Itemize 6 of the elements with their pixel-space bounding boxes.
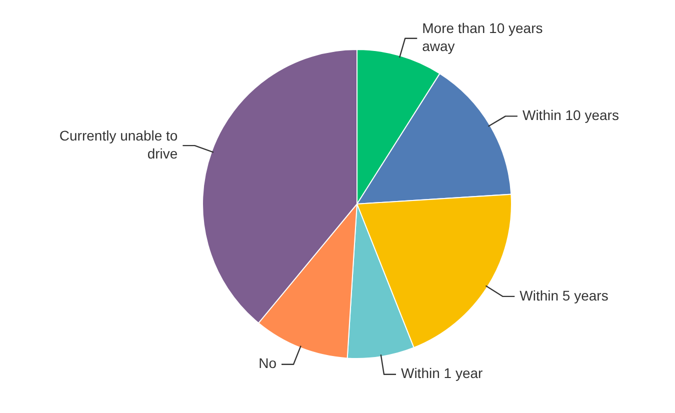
slice-label: More than 10 years away <box>422 20 543 54</box>
slice-label: Within 1 year <box>400 365 484 382</box>
slice-label: Currently unable to drive <box>59 127 178 162</box>
slice-label: Within 10 years <box>522 107 619 124</box>
slice-label: No <box>258 355 277 372</box>
slice-label: Within 5 years <box>520 287 608 304</box>
